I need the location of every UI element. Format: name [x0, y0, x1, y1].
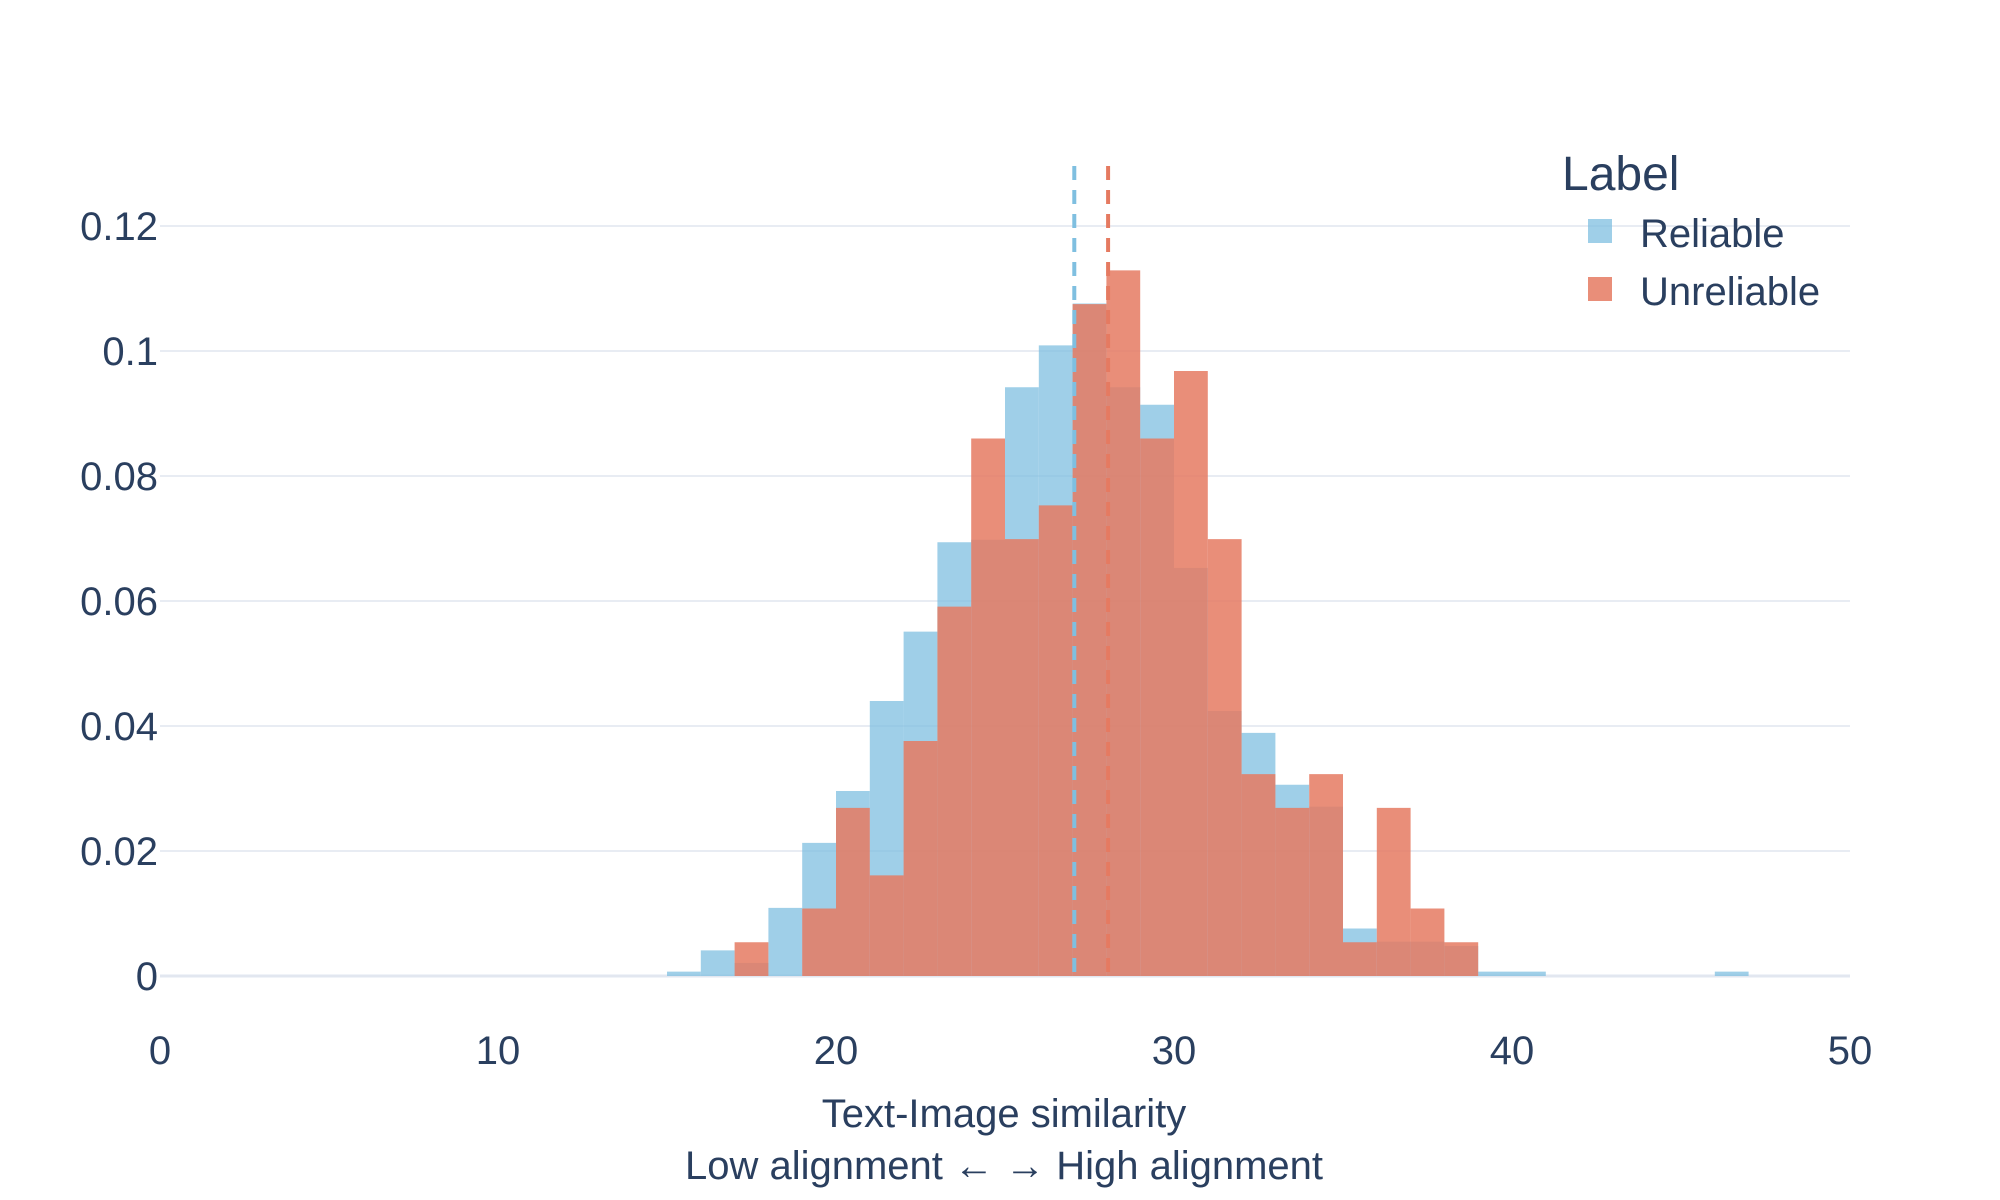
- y-tick-label: 0.02: [80, 830, 158, 874]
- x-tick-label: 0: [149, 1029, 171, 1073]
- legend-title: Label: [1562, 148, 1679, 201]
- bar-unreliable[interactable]: [1309, 774, 1343, 976]
- bar-unreliable[interactable]: [1444, 942, 1479, 976]
- bar-unreliable[interactable]: [971, 438, 1005, 977]
- bar-unreliable[interactable]: [869, 875, 904, 976]
- bar-unreliable[interactable]: [802, 908, 836, 977]
- x-tick-labels: 0 10 20 30 40 50: [149, 1029, 1872, 1073]
- bar-reliable[interactable]: [1478, 971, 1512, 976]
- bar-unreliable[interactable]: [1072, 304, 1107, 976]
- y-tick-labels: 0 0.02 0.04 0.06 0.08 0.1 0.12: [80, 205, 158, 999]
- legend-swatch-reliable: [1588, 219, 1612, 243]
- y-tick-label: 0: [136, 955, 158, 999]
- bar-unreliable[interactable]: [1343, 942, 1377, 976]
- bar-unreliable[interactable]: [1241, 774, 1276, 976]
- y-tick-label: 0.08: [80, 455, 158, 499]
- bars: [667, 270, 1749, 976]
- x-tick-label: 10: [476, 1029, 521, 1073]
- mean-lines: [1072, 166, 1111, 976]
- bar-reliable[interactable]: [768, 907, 803, 976]
- bar-unreliable[interactable]: [1038, 505, 1073, 976]
- bar-reliable[interactable]: [700, 950, 735, 976]
- x-tick-label: 30: [1152, 1029, 1197, 1073]
- x-tick-label: 50: [1828, 1029, 1873, 1073]
- bar-unreliable[interactable]: [1376, 807, 1411, 976]
- bar-unreliable[interactable]: [1174, 371, 1208, 976]
- bar-unreliable[interactable]: [903, 741, 938, 976]
- bar-unreliable[interactable]: [1140, 438, 1174, 977]
- bar-unreliable[interactable]: [1275, 807, 1310, 976]
- bar-unreliable[interactable]: [836, 807, 870, 976]
- x-tick-label: 20: [814, 1029, 859, 1073]
- bar-unreliable[interactable]: [1410, 908, 1445, 977]
- legend-label-unreliable: Unreliable: [1640, 270, 1820, 314]
- x-tick-label: 40: [1490, 1029, 1535, 1073]
- legend-item-reliable[interactable]: Reliable: [1588, 212, 1785, 256]
- x-axis-title: Text-Image similarity: [822, 1092, 1187, 1136]
- y-tick-label: 0.12: [80, 205, 158, 249]
- y-tick-label: 0.06: [80, 580, 158, 624]
- bar-unreliable[interactable]: [734, 942, 769, 976]
- y-tick-label: 0.04: [80, 705, 158, 749]
- bar-unreliable[interactable]: [1106, 270, 1141, 976]
- bar-reliable[interactable]: [1714, 971, 1749, 976]
- legend-swatch-unreliable: [1588, 277, 1612, 301]
- y-tick-label: 0.1: [102, 330, 158, 374]
- bar-unreliable[interactable]: [1005, 539, 1039, 976]
- legend-label-reliable: Reliable: [1640, 212, 1785, 256]
- bar-unreliable[interactable]: [1207, 539, 1242, 976]
- bar-reliable[interactable]: [667, 971, 701, 976]
- bar-unreliable[interactable]: [937, 606, 972, 976]
- legend[interactable]: Label Reliable Unreliable: [1562, 148, 1820, 314]
- series-unreliable: [734, 270, 1479, 977]
- bar-reliable[interactable]: [1512, 971, 1546, 976]
- x-axis-subtitle: Low alignment ← → High alignment: [685, 1144, 1323, 1188]
- legend-item-unreliable[interactable]: Unreliable: [1588, 270, 1820, 314]
